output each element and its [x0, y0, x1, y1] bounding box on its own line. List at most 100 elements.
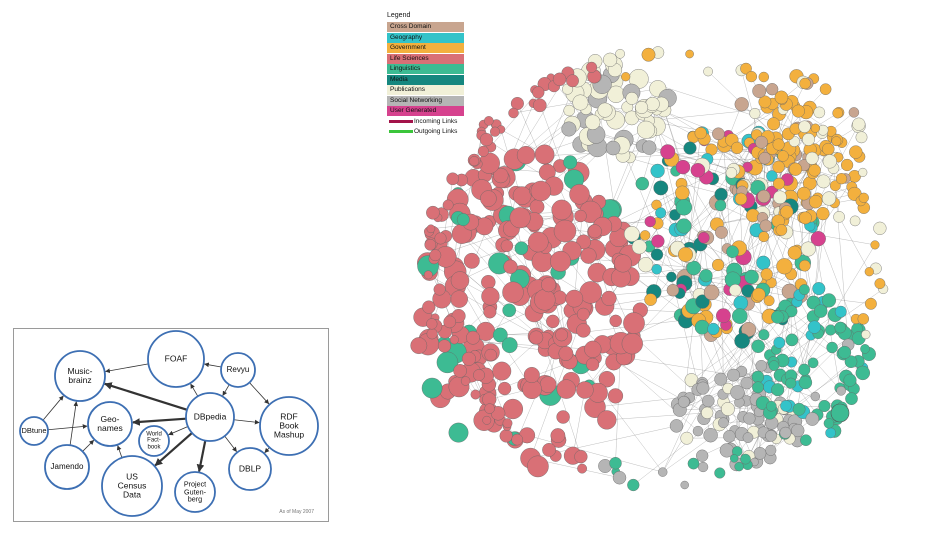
dataset-node: [625, 92, 639, 105]
edge-jamendo-to-musicbrainz: [69, 401, 79, 446]
dataset-node: [798, 211, 812, 225]
dataset-node: [712, 127, 725, 141]
dataset-node: [623, 226, 640, 242]
dataset-node: [755, 135, 768, 149]
dataset-node: [489, 126, 500, 137]
dataset-node: [813, 106, 826, 119]
dataset-node: [653, 180, 669, 196]
dataset-node: [773, 190, 787, 205]
dataset-node: [500, 239, 514, 253]
dataset-node: [460, 376, 471, 386]
hub-node: [830, 403, 850, 423]
dataset-node: [714, 372, 728, 386]
legend-link-incoming-links: Incoming Links: [387, 117, 497, 127]
dataset-node: [807, 357, 819, 369]
dataset-node: [612, 471, 627, 485]
dataset-node: [651, 264, 662, 275]
dataset-node: [807, 320, 822, 334]
node-label-gutenberg: Project Guten- berg: [183, 479, 207, 504]
dataset-node: [680, 480, 689, 490]
edge-foaf-to-musicbrainz: [105, 363, 149, 374]
dataset-node: [531, 250, 554, 273]
dataset-node: [776, 258, 793, 275]
dataset-node: [819, 83, 832, 96]
dataset-node: [651, 234, 665, 248]
dataset-node: [437, 339, 452, 353]
dataset-node: [631, 239, 647, 255]
dataset-node: [845, 392, 858, 406]
dataset-node: [503, 259, 518, 274]
dataset-node: [838, 345, 852, 359]
dataset-node: [565, 289, 584, 308]
dataset-node: [802, 133, 815, 146]
dataset-node: [690, 162, 706, 178]
dataset-node: [450, 290, 468, 308]
dataset-node: [731, 308, 748, 324]
dataset-node: [580, 247, 597, 264]
dataset-node: [771, 310, 785, 324]
dataset-node: [577, 463, 588, 474]
dataset-node: [421, 377, 443, 399]
node-label-dbtune: DBtune: [21, 426, 47, 436]
dataset-node: [758, 71, 769, 83]
dataset-node: [834, 321, 847, 334]
dataset-node: [696, 381, 710, 395]
dataset-node: [799, 77, 811, 90]
dataset-node: [426, 328, 438, 340]
dataset-node: [502, 418, 513, 429]
dataset-node: [434, 232, 447, 245]
dataset-node: [550, 428, 566, 443]
dataset-node: [701, 406, 714, 419]
dataset-node: [825, 427, 836, 439]
dataset-node: [555, 328, 569, 342]
dataset-node: [751, 370, 765, 384]
dataset-node: [858, 192, 869, 203]
lod-cloud-graph: [410, 46, 889, 492]
node-dbtune: [19, 416, 49, 446]
dataset-node: [597, 102, 613, 118]
dataset-node: [502, 303, 516, 318]
dataset-node: [858, 167, 868, 177]
dataset-node: [751, 339, 765, 353]
dataset-node: [493, 167, 509, 184]
node-label-jamendo: Jamendo: [50, 461, 84, 471]
edge-dbpedia-to-dblp: [224, 435, 237, 452]
dataset-node: [715, 225, 728, 239]
dataset-node: [841, 158, 854, 172]
dataset-node: [511, 433, 523, 446]
dataset-node: [694, 126, 707, 140]
dataset-node: [534, 144, 555, 165]
edge-dbpedia-to-worldfactbook: [168, 426, 189, 436]
dataset-node: [836, 385, 846, 396]
dataset-node: [686, 260, 702, 276]
dataset-node: [835, 173, 848, 185]
dataset-node: [426, 205, 440, 220]
dataset-node: [733, 295, 749, 311]
dataset-node: [572, 94, 589, 111]
dataset-node: [576, 307, 590, 321]
dataset-node: [818, 400, 831, 413]
node-musicbrainz: [54, 350, 106, 402]
dataset-node: [497, 381, 512, 396]
node-jamendo: [44, 444, 90, 490]
dataset-node: [734, 192, 748, 206]
dataset-node: [527, 231, 549, 253]
dataset-node: [566, 74, 579, 88]
dataset-node: [492, 361, 512, 381]
dataset-node: [788, 162, 803, 176]
dataset-node: [553, 219, 577, 243]
dataset-node: [821, 293, 837, 308]
dataset-node: [683, 141, 697, 155]
dataset-node: [529, 199, 545, 215]
dataset-node: [730, 385, 745, 400]
dataset-node: [621, 333, 643, 355]
legend-title: Legend: [387, 12, 411, 19]
legend-item-linguistics: Linguistics: [387, 64, 464, 74]
edge-rdfbook-to-dblp: [264, 447, 270, 454]
dataset-node: [481, 274, 496, 290]
dataset-node: [433, 283, 446, 296]
dataset-node: [609, 457, 622, 470]
edge-dbpedia-to-musicbrainz: [104, 382, 188, 411]
dataset-node: [785, 333, 799, 347]
dataset-node: [740, 376, 754, 390]
